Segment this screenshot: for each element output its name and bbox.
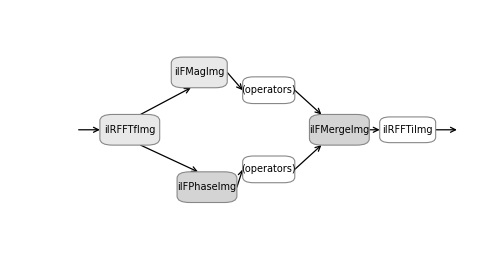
FancyBboxPatch shape [379,117,436,143]
FancyBboxPatch shape [243,77,295,104]
Text: iIRFFTiImg: iIRFFTiImg [382,125,433,135]
FancyBboxPatch shape [171,57,227,88]
Text: iIRFFTfImg: iIRFFTfImg [104,125,155,135]
FancyBboxPatch shape [177,172,237,203]
FancyBboxPatch shape [100,114,160,145]
Text: iIFPhaseImg: iIFPhaseImg [177,182,237,192]
FancyBboxPatch shape [309,114,370,145]
Text: iIFMergeImg: iIFMergeImg [309,125,370,135]
Text: (operators): (operators) [242,85,296,95]
Text: (operators): (operators) [242,164,296,174]
FancyBboxPatch shape [243,156,295,183]
Text: iIFMagImg: iIFMagImg [174,67,225,77]
